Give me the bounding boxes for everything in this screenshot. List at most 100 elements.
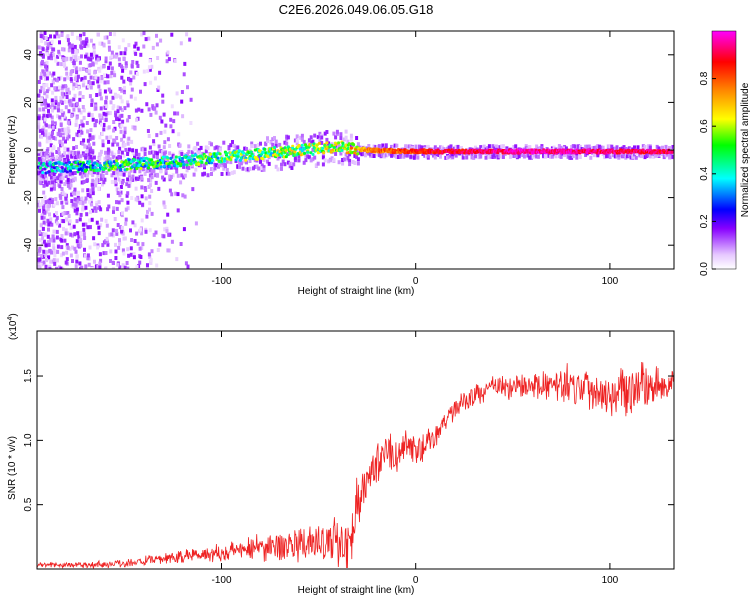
heat-noise — [105, 35, 109, 40]
heat-halo — [218, 147, 222, 152]
heat-noise — [87, 262, 91, 267]
heat-halo — [85, 173, 89, 178]
snr-xtick-label: -100 — [211, 575, 231, 586]
heat-noise — [41, 130, 44, 135]
heat-noise — [104, 100, 108, 105]
heat-halo — [648, 145, 652, 150]
heat-halo — [72, 151, 75, 156]
heat-halo — [217, 149, 220, 154]
heat-halo — [421, 146, 425, 151]
heat-halo — [58, 173, 61, 178]
heat-cell — [311, 152, 315, 156]
heat-halo — [56, 178, 60, 183]
heat-noise — [148, 194, 152, 199]
heat-noise — [97, 32, 100, 37]
heat-noise — [58, 193, 62, 198]
heat-halo — [166, 165, 170, 170]
heat-noise — [94, 60, 98, 65]
heat-halo — [487, 155, 491, 160]
heat-noise — [49, 143, 53, 148]
heat-noise — [124, 217, 128, 222]
heat-halo — [70, 154, 74, 159]
heat-noise — [189, 121, 193, 125]
heat-noise — [56, 249, 60, 254]
heat-noise — [143, 82, 147, 87]
heat-halo — [449, 144, 453, 149]
heat-noise — [176, 208, 180, 213]
heat-noise — [48, 237, 52, 242]
heat-halo — [456, 144, 460, 149]
heat-halo — [522, 154, 526, 159]
heat-halo — [661, 145, 664, 150]
heat-halo — [42, 159, 46, 163]
heat-cell — [209, 152, 212, 156]
heat-noise — [90, 102, 94, 107]
heat-noise — [126, 141, 130, 146]
heat-halo — [194, 167, 198, 172]
heat-noise — [48, 264, 52, 269]
heat-halo — [145, 169, 149, 173]
heat-noise — [70, 31, 74, 36]
heat-halo — [141, 167, 145, 172]
heat-noise — [116, 142, 120, 147]
heat-noise — [96, 79, 100, 84]
heat-noise — [59, 123, 63, 128]
heat-noise — [90, 113, 94, 118]
heat-noise — [83, 254, 87, 259]
heat-halo — [61, 176, 65, 181]
heat-noise — [134, 41, 138, 46]
heat-noise — [112, 128, 116, 133]
heat-noise — [83, 236, 87, 240]
heat-halo — [563, 146, 567, 151]
heat-halo — [299, 135, 303, 140]
heat-noise — [55, 31, 59, 36]
heat-noise — [46, 234, 50, 239]
heat-noise — [50, 39, 54, 44]
colorbar-ticks: 0.00.20.40.60.8 — [699, 71, 716, 276]
heat-cell — [273, 146, 277, 149]
heat-cell — [125, 167, 129, 171]
heat-noise — [106, 80, 110, 85]
heat-noise — [124, 221, 128, 226]
heat-halo — [641, 144, 645, 149]
heat-noise — [42, 87, 46, 92]
heat-halo — [391, 145, 395, 150]
heat-noise — [149, 80, 153, 85]
heat-noise — [99, 96, 103, 101]
heat-noise — [123, 265, 127, 269]
heat-noise — [105, 95, 108, 100]
heat-halo — [276, 167, 280, 172]
heat-noise — [63, 238, 67, 243]
heat-noise — [50, 115, 54, 120]
heat-halo — [356, 142, 360, 147]
heat-noise — [89, 81, 92, 86]
spectrogram-ylabel: Frequency (Hz) — [7, 116, 18, 185]
heat-noise — [54, 95, 58, 100]
heat-noise — [165, 226, 169, 231]
heat-halo — [608, 144, 612, 149]
heat-noise — [106, 111, 110, 116]
heat-noise — [81, 123, 85, 128]
heat-noise — [148, 255, 152, 259]
heat-noise — [83, 199, 87, 204]
heat-cell — [88, 160, 92, 164]
heat-cell — [356, 152, 360, 156]
heat-noise — [123, 85, 126, 90]
heat-halo — [262, 158, 266, 163]
heat-noise — [48, 212, 51, 217]
heat-cell — [303, 151, 306, 155]
heat-noise — [116, 105, 120, 110]
heat-halo — [66, 159, 70, 163]
heat-noise — [82, 80, 86, 85]
heat-halo — [183, 173, 187, 178]
heat-noise — [69, 72, 73, 77]
heat-halo — [119, 172, 123, 177]
heat-noise — [58, 184, 62, 189]
heat-halo — [199, 163, 203, 168]
heat-cell — [187, 156, 191, 160]
spectrogram-ytick-label: -20 — [23, 190, 34, 205]
heat-noise — [91, 187, 95, 192]
heat-halo — [134, 152, 138, 157]
heat-halo — [89, 155, 93, 159]
heat-halo — [461, 155, 465, 160]
